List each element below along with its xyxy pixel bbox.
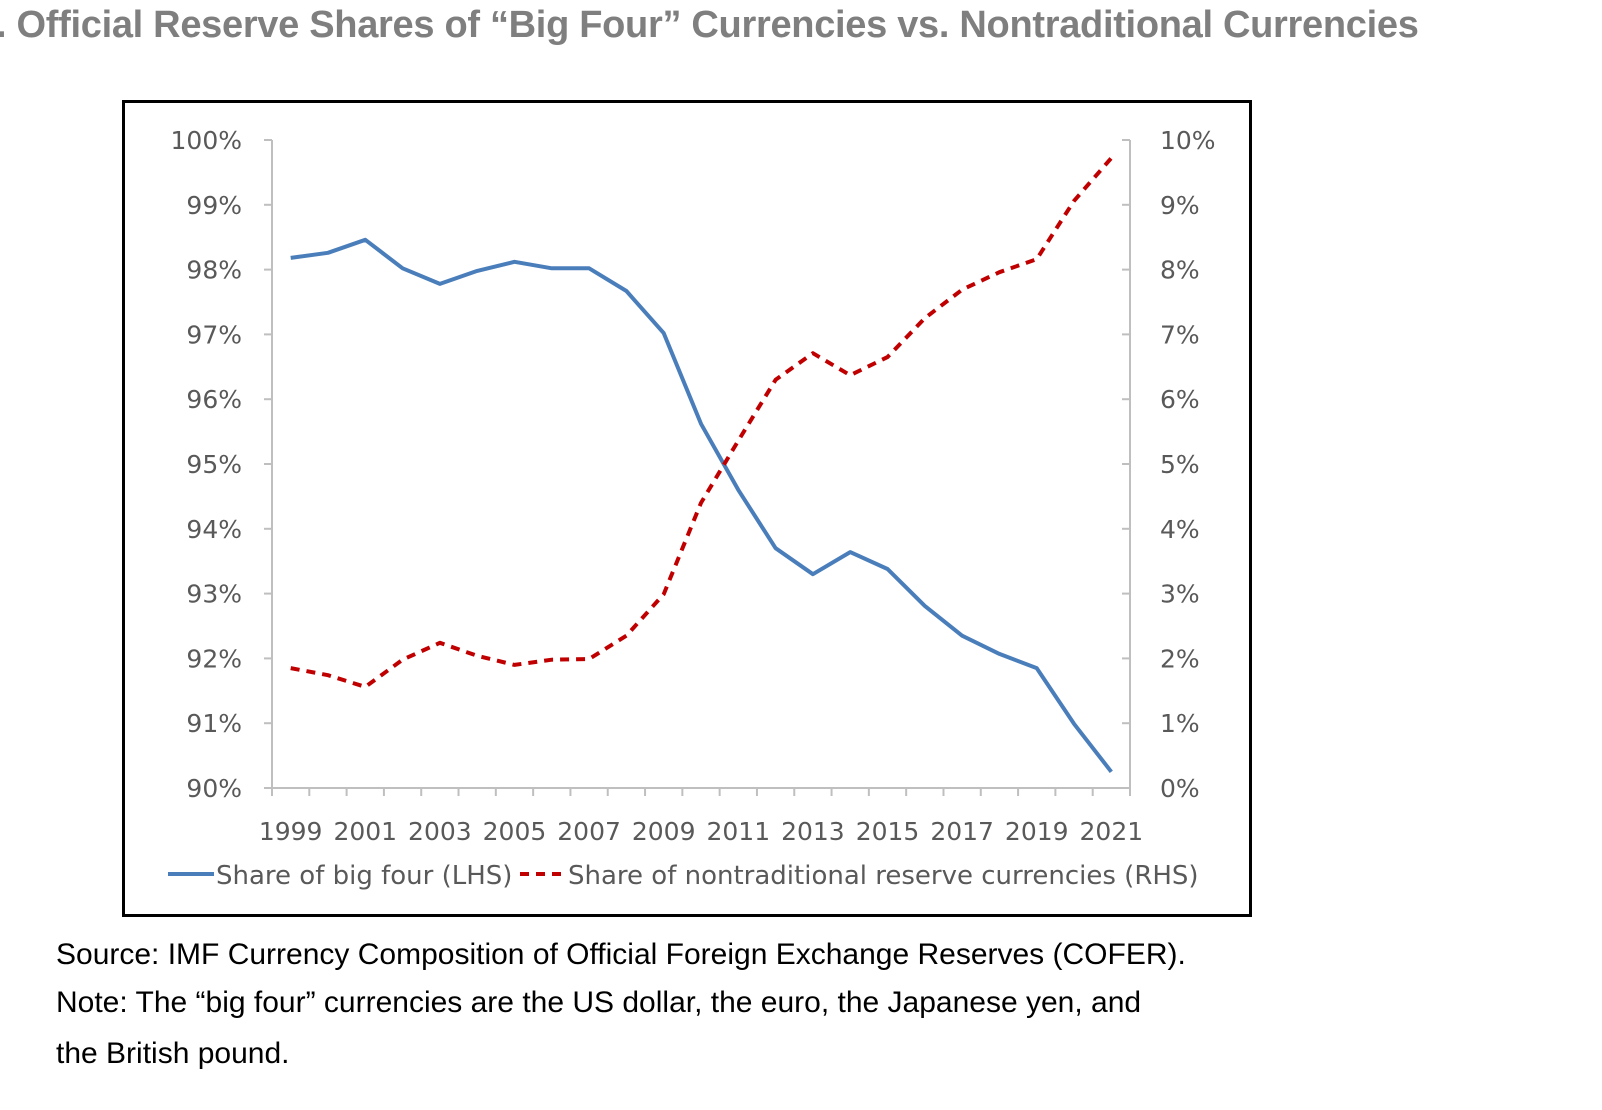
x-tick-label: 2017 (930, 817, 994, 846)
x-tick-label: 2003 (408, 817, 472, 846)
right-tick-label: 1% (1160, 709, 1200, 738)
note-text: Note: The “big four” currencies are the … (56, 986, 1142, 1019)
right-tick-label: 3% (1160, 580, 1200, 609)
right-tick-label: 6% (1160, 385, 1200, 414)
x-tick-label: 2009 (632, 817, 696, 846)
left-tick-label: 92% (186, 644, 242, 673)
x-tick-label: 2019 (1005, 817, 1069, 846)
left-tick-label: 99% (186, 191, 242, 220)
right-tick-label: 8% (1160, 256, 1200, 285)
left-tick-label: 97% (186, 320, 242, 349)
left-tick-label: 100% (171, 126, 242, 155)
x-tick-label: 2015 (856, 817, 920, 846)
chart-title: . Official Reserve Shares of “Big Four” … (0, 4, 1419, 46)
x-tick-label: 2011 (706, 817, 770, 846)
left-tick-label: 94% (186, 515, 242, 544)
x-tick-label: 2013 (781, 817, 845, 846)
legend-label-big-four: Share of big four (LHS) (216, 861, 512, 891)
right-tick-label: 7% (1160, 320, 1200, 349)
left-tick-label: 90% (186, 774, 242, 803)
x-tick-label: 2007 (557, 817, 621, 846)
right-tick-label: 0% (1160, 774, 1200, 803)
source-text: Source: IMF Currency Composition of Offi… (56, 938, 1186, 971)
left-tick-label: 91% (186, 709, 242, 738)
legend-label-nontraditional: Share of nontraditional reserve currenci… (568, 861, 1199, 891)
left-tick-label: 98% (186, 256, 242, 285)
left-tick-label: 95% (186, 450, 242, 479)
x-tick-label: 2001 (333, 817, 397, 846)
right-tick-label: 9% (1160, 191, 1200, 220)
right-tick-label: 5% (1160, 450, 1200, 479)
left-tick-label: 96% (186, 385, 242, 414)
right-tick-label: 2% (1160, 644, 1200, 673)
x-tick-label: 2005 (483, 817, 547, 846)
series-line-big-four (290, 237, 1113, 774)
chart-frame (122, 100, 1252, 917)
x-tick-label: 2021 (1080, 817, 1144, 846)
right-tick-label: 4% (1160, 515, 1200, 544)
note-text-continued: the British pound. (56, 1037, 290, 1070)
x-tick-label: 1999 (259, 817, 323, 846)
right-tick-label: 10% (1160, 126, 1216, 155)
left-tick-label: 93% (186, 580, 242, 609)
series-line-nontraditional (290, 156, 1113, 689)
